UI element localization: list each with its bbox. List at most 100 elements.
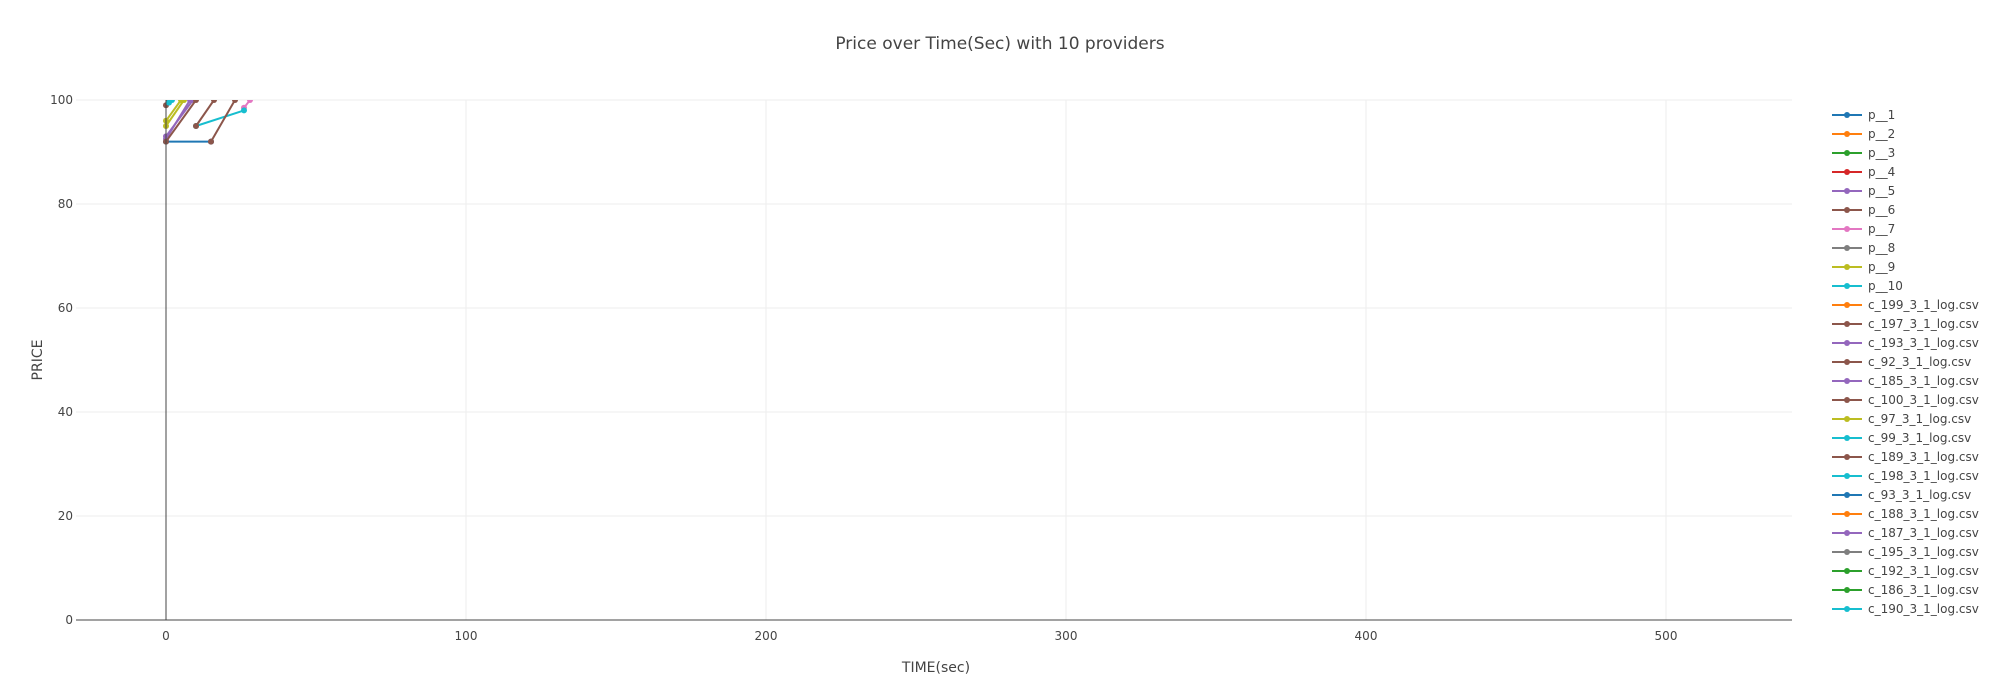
legend-marker	[1844, 340, 1850, 346]
legend-label: c_190_3_1_log.csv	[1868, 602, 1979, 616]
x-tick-label: 400	[1355, 629, 1378, 643]
legend-item[interactable]: c_185_3_1_log.csv	[1832, 374, 1979, 388]
legend-marker	[1844, 473, 1850, 479]
legend-marker	[1844, 169, 1850, 175]
data-point	[178, 100, 184, 103]
legend-marker	[1844, 150, 1850, 156]
series-line	[165, 100, 185, 127]
legend-label: p__1	[1868, 108, 1895, 122]
legend-label: c_188_3_1_log.csv	[1868, 507, 1979, 521]
legend-item[interactable]: p__3	[1832, 146, 1895, 160]
legend-marker	[1844, 530, 1850, 536]
legend-item[interactable]: c_199_3_1_log.csv	[1832, 298, 1979, 312]
legend-label: c_198_3_1_log.csv	[1868, 469, 1979, 483]
x-tick-label: 500	[1655, 629, 1678, 643]
legend-label: c_197_3_1_log.csv	[1868, 317, 1979, 331]
legend-item[interactable]: c_189_3_1_log.csv	[1832, 450, 1979, 464]
data-point	[211, 100, 217, 103]
data-point	[241, 107, 247, 114]
series-line	[165, 100, 182, 122]
series-line	[210, 100, 236, 143]
legend-label: c_199_3_1_log.csv	[1868, 298, 1979, 312]
legend-label: c_195_3_1_log.csv	[1868, 545, 1979, 559]
legend-item[interactable]: p__5	[1832, 184, 1895, 198]
legend-marker	[1844, 359, 1850, 365]
legend-marker	[1844, 283, 1850, 289]
legend-marker	[1844, 606, 1850, 612]
legend-item[interactable]: p__7	[1832, 222, 1895, 236]
legend-item[interactable]: p__1	[1832, 108, 1895, 122]
legend-item[interactable]: p__6	[1832, 203, 1895, 217]
legend-label: c_185_3_1_log.csv	[1868, 374, 1979, 388]
legend-item[interactable]: c_193_3_1_log.csv	[1832, 336, 1979, 350]
legend-item[interactable]: c_190_3_1_log.csv	[1832, 602, 1979, 616]
legend-label: p__2	[1868, 127, 1895, 141]
legend-marker	[1844, 245, 1850, 251]
data-point	[187, 100, 193, 103]
series-line	[195, 100, 215, 127]
legend-label: c_99_3_1_log.csv	[1868, 431, 1971, 445]
legend-item[interactable]: p__9	[1832, 260, 1895, 274]
legend-marker	[1844, 511, 1850, 517]
legend-marker	[1844, 397, 1850, 403]
y-tick-label: 60	[58, 301, 73, 315]
legend-item[interactable]: c_198_3_1_log.csv	[1832, 469, 1979, 483]
chart-title: Price over Time(Sec) with 10 providers	[835, 34, 1164, 54]
legend-item[interactable]: c_99_3_1_log.csv	[1832, 431, 1971, 445]
legend-item[interactable]: c_195_3_1_log.csv	[1832, 545, 1979, 559]
legend-label: c_100_3_1_log.csv	[1868, 393, 1979, 407]
series-line	[195, 109, 245, 127]
y-tick-label: 40	[58, 405, 73, 419]
legend-label: c_192_3_1_log.csv	[1868, 564, 1979, 578]
legend-label: p__10	[1868, 279, 1903, 293]
legend-marker	[1844, 321, 1850, 327]
legend-item[interactable]: c_92_3_1_log.csv	[1832, 355, 1971, 369]
tick-labels: 0 100 200 300 400 500 0 20 40 60 80 100	[50, 93, 1677, 643]
legend-marker	[1844, 264, 1850, 270]
legend-item[interactable]: p__10	[1832, 279, 1903, 293]
legend-item[interactable]: p__8	[1832, 241, 1895, 255]
series-line	[165, 100, 191, 140]
legend-item[interactable]: c_186_3_1_log.csv	[1832, 583, 1979, 597]
legend-label: p__4	[1868, 165, 1895, 179]
legend-item[interactable]: c_197_3_1_log.csv	[1832, 317, 1979, 331]
legend-label: p__7	[1868, 222, 1895, 236]
data-point	[193, 123, 199, 129]
legend[interactable]: p__1 p__2 p__3 p__4 p__5 p__6 p__7 p__8 p__9 p__1…	[1832, 108, 1979, 616]
legend-marker	[1844, 131, 1850, 137]
legend-marker	[1844, 302, 1850, 308]
gridlines	[76, 99, 1792, 620]
legend-label: c_97_3_1_log.csv	[1868, 412, 1971, 426]
x-tick-label: 200	[755, 629, 778, 643]
legend-label: p__5	[1868, 184, 1895, 198]
legend-item[interactable]: c_192_3_1_log.csv	[1832, 564, 1979, 578]
legend-item[interactable]: c_97_3_1_log.csv	[1832, 412, 1971, 426]
legend-item[interactable]: p__2	[1832, 127, 1895, 141]
legend-marker	[1844, 226, 1850, 232]
data-point	[232, 100, 238, 103]
data-point	[169, 100, 175, 103]
legend-label: p__3	[1868, 146, 1895, 160]
legend-item[interactable]: c_187_3_1_log.csv	[1832, 526, 1979, 540]
x-tick-label: 300	[1055, 629, 1078, 643]
axes	[76, 100, 1792, 621]
legend-marker	[1844, 416, 1850, 422]
series-line	[165, 100, 197, 143]
legend-marker	[1844, 549, 1850, 555]
x-tick-label: 0	[162, 629, 170, 643]
legend-marker	[1844, 587, 1850, 593]
legend-item[interactable]: c_100_3_1_log.csv	[1832, 393, 1979, 407]
legend-label: c_186_3_1_log.csv	[1868, 583, 1979, 597]
legend-item[interactable]: p__4	[1832, 165, 1895, 179]
y-tick-label: 80	[58, 197, 73, 211]
legend-marker	[1844, 454, 1850, 460]
y-tick-label: 0	[65, 613, 73, 627]
legend-label: c_193_3_1_log.csv	[1868, 336, 1979, 350]
legend-item[interactable]: c_188_3_1_log.csv	[1832, 507, 1979, 521]
legend-marker	[1844, 568, 1850, 574]
legend-label: c_92_3_1_log.csv	[1868, 355, 1971, 369]
y-tick-label: 100	[50, 93, 73, 107]
legend-item[interactable]: c_93_3_1_log.csv	[1832, 488, 1971, 502]
data-point	[247, 100, 253, 103]
